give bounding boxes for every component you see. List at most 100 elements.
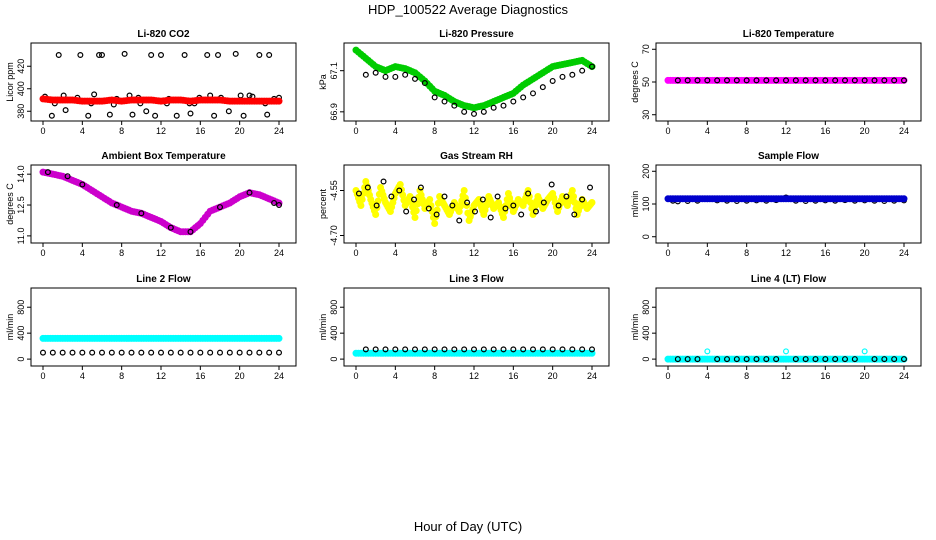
- x-tick-label: 12: [156, 248, 166, 258]
- data-point: [276, 202, 283, 209]
- data-point: [802, 356, 809, 363]
- data-point: [426, 196, 434, 203]
- series-spikes: [704, 348, 868, 355]
- data-point: [479, 196, 486, 203]
- data-point: [148, 51, 155, 58]
- data-point: [138, 349, 145, 356]
- data-point: [372, 346, 379, 353]
- data-point: [861, 348, 868, 355]
- x-tick-label: 0: [353, 371, 358, 381]
- data-point: [525, 190, 532, 197]
- data-point: [362, 346, 369, 353]
- data-point: [773, 77, 780, 84]
- data-point: [187, 228, 194, 235]
- data-point: [529, 90, 536, 97]
- y-tick-label: 0: [16, 357, 26, 362]
- data-point: [44, 169, 51, 176]
- series-scatter: [674, 356, 907, 363]
- x-tick-label: 0: [353, 248, 358, 258]
- data-point: [841, 356, 848, 363]
- x-tick-label: 16: [508, 371, 518, 381]
- y-tick-label: -4.70: [329, 225, 339, 246]
- x-tick-label: 12: [156, 126, 166, 136]
- data-point: [431, 346, 438, 353]
- plot-frame: [655, 287, 922, 367]
- x-tick-label: 8: [119, 248, 124, 258]
- data-point: [411, 214, 419, 221]
- data-point: [441, 98, 448, 105]
- panel-title: Li-820 Pressure: [439, 29, 514, 40]
- data-point: [441, 193, 448, 200]
- y-axis-label: ml/min: [630, 191, 640, 218]
- data-point: [197, 349, 204, 356]
- y-axis-label: degrees C: [5, 183, 15, 225]
- data-point: [372, 211, 380, 218]
- y-axis-label: ml/min: [5, 314, 15, 341]
- series-average: [664, 195, 908, 203]
- data-point: [674, 356, 681, 363]
- data-point: [64, 173, 71, 180]
- data-point: [412, 346, 419, 353]
- x-tick-label: 4: [393, 371, 398, 381]
- series-scatter: [39, 349, 283, 356]
- data-point: [204, 51, 211, 58]
- data-point: [232, 50, 239, 57]
- data-point: [129, 111, 136, 118]
- data-point: [451, 102, 458, 109]
- x-tick-label: 4: [705, 248, 710, 258]
- x-tick-label: 8: [744, 126, 749, 136]
- data-point: [173, 112, 180, 119]
- data-point: [128, 349, 135, 356]
- panel-title: Line 2 Flow: [136, 274, 191, 285]
- x-tick-label: 20: [860, 248, 870, 258]
- panel-title: Line 4 (LT) Flow: [751, 274, 827, 285]
- data-point: [588, 199, 596, 206]
- data-point: [569, 71, 576, 78]
- data-point: [881, 356, 888, 363]
- data-point: [138, 210, 145, 217]
- data-point: [89, 349, 96, 356]
- x-tick-label: 4: [705, 371, 710, 381]
- data-point: [456, 217, 463, 224]
- data-point: [396, 187, 403, 194]
- data-point: [461, 346, 468, 353]
- y-axis-label: ml/min: [318, 314, 328, 341]
- panel-title: Li-820 Temperature: [743, 29, 835, 40]
- data-point: [568, 187, 576, 194]
- data-point: [373, 202, 380, 209]
- data-point: [59, 349, 66, 356]
- data-point: [832, 356, 839, 363]
- data-point: [559, 73, 566, 80]
- data-point: [380, 178, 387, 185]
- data-point: [549, 346, 556, 353]
- data-point: [256, 349, 263, 356]
- data-point: [563, 193, 570, 200]
- panel-title: Li-820 CO2: [137, 29, 190, 40]
- panel-title: Line 3 Flow: [449, 274, 504, 285]
- y-tick-label: 66.9: [329, 103, 339, 121]
- data-point: [684, 77, 691, 84]
- data-point: [540, 199, 547, 206]
- x-tick-label: 24: [587, 371, 597, 381]
- data-point: [461, 108, 468, 115]
- data-point: [571, 199, 579, 206]
- data-point: [587, 184, 594, 191]
- panel-title: Gas Stream RH: [440, 151, 513, 162]
- data-point: [79, 181, 86, 188]
- data-point: [861, 77, 868, 84]
- data-point: [181, 51, 188, 58]
- data-point: [579, 346, 586, 353]
- series-average: [352, 178, 596, 227]
- data-point: [271, 199, 278, 206]
- data-point: [471, 346, 478, 353]
- y-tick-label: 200: [641, 164, 651, 179]
- data-point: [246, 92, 253, 99]
- data-point: [417, 184, 424, 191]
- data-point: [588, 346, 595, 353]
- series-average: [352, 46, 596, 112]
- y-axis-label: percent: [318, 188, 328, 219]
- data-point: [441, 346, 448, 353]
- data-point: [773, 356, 780, 363]
- plot-frame: [30, 164, 297, 244]
